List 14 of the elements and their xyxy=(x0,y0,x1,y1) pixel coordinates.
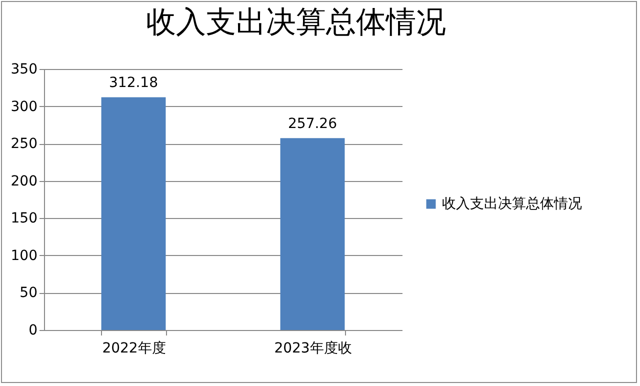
y-tick-label: 250 xyxy=(10,136,38,152)
data-label: 312.18 xyxy=(109,75,158,92)
y-tick-label: 300 xyxy=(10,98,38,115)
y-tick-label: 0 xyxy=(28,322,38,338)
y-tick-label: 100 xyxy=(10,248,38,264)
x-tick-label: 2023年度收 xyxy=(274,340,352,356)
y-tick-label: 50 xyxy=(20,285,38,302)
y-tick-label: 200 xyxy=(10,173,38,190)
y-tick-label: 150 xyxy=(10,210,38,227)
legend-label: 收入支出决算总体情况 xyxy=(442,196,582,212)
x-tick-label: 2022年度 xyxy=(102,340,166,356)
y-tick-label: 350 xyxy=(10,62,38,78)
data-label: 257.26 xyxy=(288,116,338,132)
chart-title: 收入支出决算总体情况 xyxy=(146,5,446,40)
